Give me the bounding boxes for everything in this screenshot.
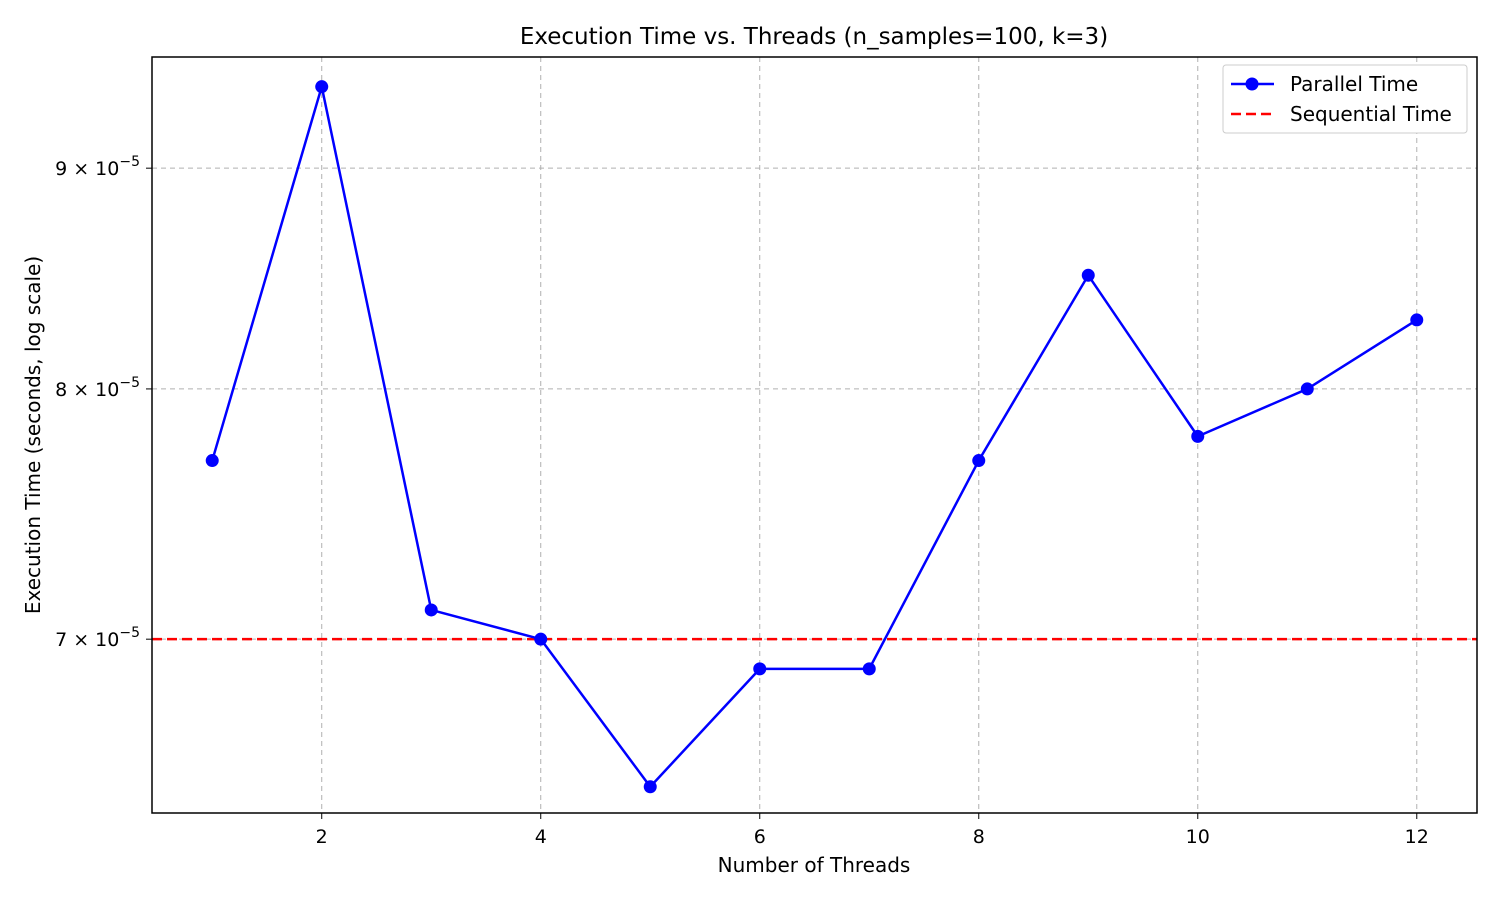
parallel-time-point — [1410, 313, 1424, 327]
y-axis-label: Execution Time (seconds, log scale) — [21, 256, 45, 614]
axes-frame — [151, 56, 1478, 814]
legend: Parallel Time Sequential Time — [1222, 64, 1468, 134]
x-tick-label: 8 — [973, 826, 985, 848]
x-tick-label: 6 — [754, 826, 766, 848]
parallel-time-line — [211, 85, 1418, 788]
parallel-time-point — [315, 80, 329, 94]
parallel-time-point — [1300, 382, 1314, 396]
y-tick-label: 9 × 10−5 — [55, 154, 140, 180]
parallel-time-point — [534, 632, 548, 646]
x-tick-label: 12 — [1405, 826, 1429, 848]
parallel-time-point — [1191, 429, 1205, 443]
parallel-time-point — [753, 662, 767, 676]
parallel-time-point — [1081, 268, 1095, 282]
parallel-time-point — [424, 603, 438, 617]
y-tick-label: 7 × 10−5 — [55, 625, 140, 651]
legend-box — [1222, 64, 1468, 134]
parallel-time-point — [205, 454, 219, 468]
plot-area: 2 4 6 8 10 12 9 × 10−5 8 × 10−5 7 × 10−5 — [55, 56, 1478, 848]
x-tick-label: 10 — [1186, 826, 1210, 848]
chart-title: Execution Time vs. Threads (n_samples=10… — [520, 24, 1108, 50]
y-tick-label: 8 × 10−5 — [55, 375, 140, 401]
legend-parallel-label: Parallel Time — [1290, 72, 1418, 96]
parallel-time-point — [643, 780, 657, 794]
legend-parallel-marker — [1245, 77, 1259, 91]
legend-sequential-label: Sequential Time — [1290, 102, 1452, 126]
parallel-time-point — [862, 662, 876, 676]
x-tick-label: 2 — [316, 826, 328, 848]
x-tick-label: 4 — [535, 826, 547, 848]
x-axis-label: Number of Threads — [718, 853, 911, 877]
parallel-time-point — [972, 454, 986, 468]
